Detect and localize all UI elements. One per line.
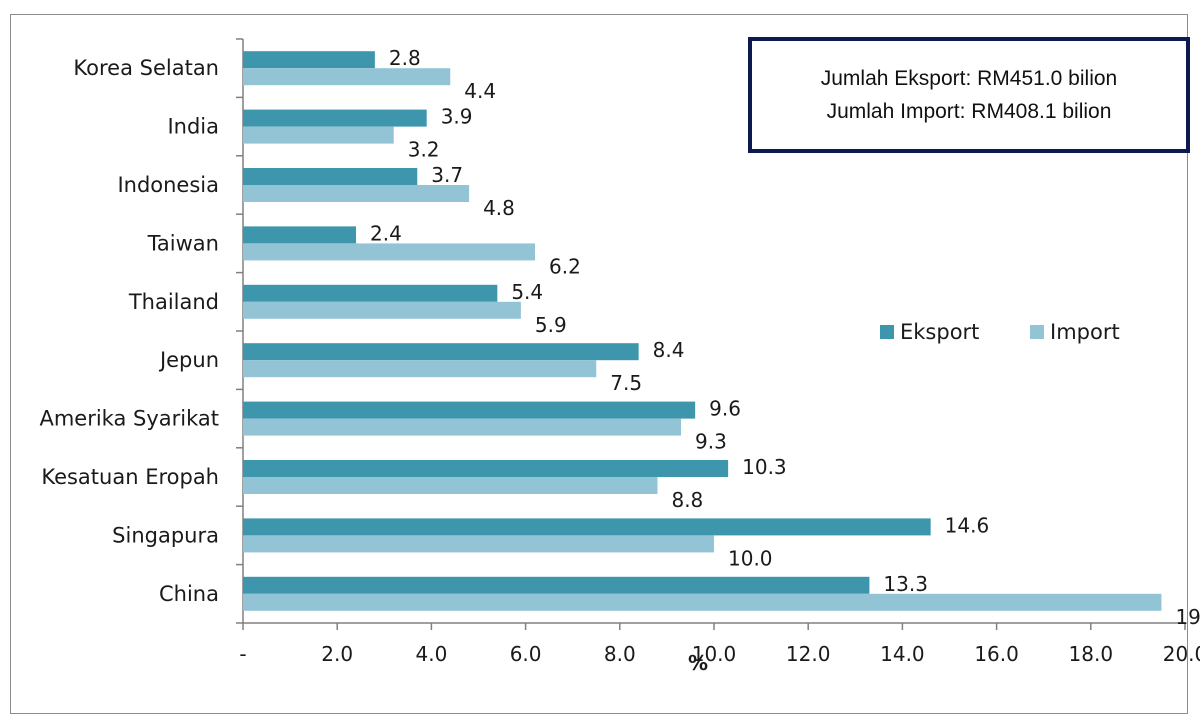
data-label-eksport: 3.9 [441,105,473,129]
x-tick-label: 16.0 [974,642,1019,666]
bar-import [243,302,521,319]
x-tick-label: 6.0 [510,642,542,666]
totals-annotation-box: Jumlah Eksport: RM451.0 bilion Jumlah Im… [748,37,1190,153]
data-label-eksport: 3.7 [431,163,463,187]
x-tick-label: 12.0 [786,642,831,666]
category-label: Thailand [128,290,219,314]
bar-eksport [243,460,728,477]
data-label-import: 7.5 [610,371,642,395]
data-label-eksport: 14.6 [945,513,990,537]
category-label: Indonesia [117,173,219,197]
x-tick-label: 18.0 [1069,642,1114,666]
data-label-import: 4.4 [464,79,496,103]
x-tick-label: - [239,642,246,666]
data-label-import: 8.8 [671,488,703,512]
bar-import [243,127,394,144]
data-label-import: 9.3 [695,430,727,454]
x-tick-label: 8.0 [604,642,636,666]
legend-swatch-eksport [880,325,894,339]
category-label: Amerika Syarikat [39,407,219,431]
bar-import [243,477,657,494]
bar-import [243,185,469,202]
category-label: Korea Selatan [73,56,219,80]
bar-import [243,594,1161,611]
x-tick-label: 2.0 [321,642,353,666]
data-label-import: 5.9 [535,313,567,337]
category-label: Taiwan [147,231,219,255]
bar-eksport [243,577,869,594]
data-label-import: 6.2 [549,254,581,278]
data-label-eksport: 5.4 [511,280,543,304]
data-label-import: 3.2 [408,138,440,162]
bar-eksport [243,110,427,127]
data-label-eksport: 13.3 [883,572,928,596]
category-label: Kesatuan Eropah [41,465,219,489]
legend-label-eksport: Eksport [900,320,979,344]
bar-eksport [243,343,639,360]
bar-import [243,243,535,260]
data-label-import: 10.0 [728,546,773,570]
data-label-eksport: 2.4 [370,221,402,245]
category-label: Singapura [112,523,219,547]
bar-import [243,535,714,552]
bar-eksport [243,518,931,535]
bar-eksport [243,402,695,419]
x-tick-label: 20.0 [1163,642,1200,666]
bar-eksport [243,226,356,243]
bar-import [243,360,596,377]
category-label: India [167,115,219,139]
legend-label-import: Import [1050,320,1120,344]
total-import-text: Jumlah Import: RM408.1 bilion [827,95,1112,128]
data-label-import: 19.5 [1175,605,1200,629]
bar-eksport [243,51,375,68]
legend-swatch-import [1030,325,1044,339]
bar-eksport [243,285,497,302]
data-label-eksport: 8.4 [653,338,685,362]
x-tick-label: 4.0 [415,642,447,666]
data-label-import: 4.8 [483,196,515,220]
bar-import [243,68,450,85]
total-export-text: Jumlah Eksport: RM451.0 bilion [821,62,1117,95]
data-label-eksport: 10.3 [742,455,787,479]
x-tick-label: 14.0 [880,642,925,666]
data-label-eksport: 2.8 [389,46,421,70]
bar-import [243,419,681,436]
data-label-eksport: 9.6 [709,397,741,421]
legend: Eksport Import [880,320,1120,344]
category-label: China [159,582,219,606]
category-label: Jepun [158,348,219,372]
x-axis-title: % [688,651,708,675]
bar-eksport [243,168,417,185]
